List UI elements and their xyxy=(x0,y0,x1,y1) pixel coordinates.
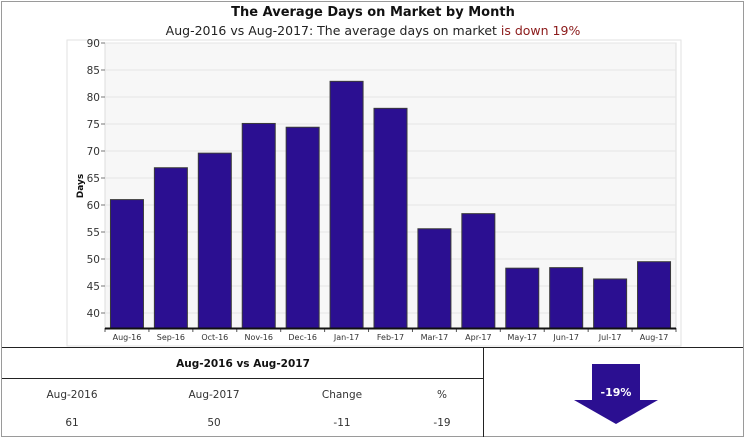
y-tick-label: 45 xyxy=(87,281,100,293)
value-aug-2016: 61 xyxy=(65,417,79,429)
header-aug-2016: Aug-2016 xyxy=(46,389,98,401)
y-tick-label: 75 xyxy=(87,119,100,131)
bar xyxy=(373,107,408,329)
summary-divider xyxy=(2,378,484,379)
x-tick-label: Oct-16 xyxy=(201,333,228,342)
y-tick-label: 60 xyxy=(87,200,100,212)
header-change: Change xyxy=(321,389,363,401)
x-tick-label: Feb-17 xyxy=(377,333,404,342)
x-tick-label: May-17 xyxy=(508,333,537,342)
y-axis: 40 45 50 55 60 65 70 75 80 85 90 xyxy=(87,38,105,320)
bar xyxy=(593,278,628,329)
subtitle-highlight: is down 19% xyxy=(500,23,581,38)
x-tick-label: Jul-17 xyxy=(598,333,622,342)
bar xyxy=(241,122,276,329)
y-axis-label: Days xyxy=(76,174,86,199)
bar xyxy=(329,80,364,329)
outer-plot-frame xyxy=(66,39,682,347)
y-tick-label: 70 xyxy=(87,146,100,158)
bar xyxy=(153,167,188,329)
bar xyxy=(109,199,144,329)
y-tick-label: 40 xyxy=(87,308,100,320)
x-tick-label: Jan-17 xyxy=(333,333,359,342)
subtitle-text: Aug-2016 vs Aug-2017: The average days o… xyxy=(165,23,501,38)
value-change: -11 xyxy=(333,417,351,429)
bar xyxy=(505,267,540,329)
x-tick-label: Sep-16 xyxy=(157,333,185,342)
y-tick-label: 50 xyxy=(87,254,100,266)
y-tick-label: 80 xyxy=(87,92,100,104)
x-tick-label: Apr-17 xyxy=(465,333,491,342)
x-tick-label: Dec-16 xyxy=(288,333,317,342)
y-tick-label: 55 xyxy=(87,227,100,239)
summary-table: Aug-2016 vs Aug-2017 Aug-2016 Aug-2017 C… xyxy=(2,348,484,437)
bar xyxy=(461,213,496,329)
summary-panel: Aug-2016 vs Aug-2017 Aug-2016 Aug-2017 C… xyxy=(2,347,743,437)
bar xyxy=(549,267,584,329)
bar xyxy=(417,228,452,329)
header-aug-2017: Aug-2017 xyxy=(188,389,240,401)
bar xyxy=(285,126,320,329)
x-tick-label: Jun-17 xyxy=(552,333,579,342)
bars xyxy=(109,80,672,329)
x-axis: Aug-16 Sep-16 Oct-16 Nov-16 Dec-16 Jan-17 Feb-… xyxy=(104,328,677,342)
header-percent: % xyxy=(437,389,447,401)
y-tick-label: 90 xyxy=(87,38,100,50)
chart-title: The Average Days on Market by Month xyxy=(231,5,515,20)
bar xyxy=(197,152,232,329)
bar xyxy=(637,261,672,329)
y-tick-label: 85 xyxy=(87,65,100,77)
bar-chart: 40 45 50 55 60 65 70 75 80 85 90 Aug-16 Sep-16 Oct-1… xyxy=(66,38,682,347)
x-tick-label: Nov-16 xyxy=(244,333,272,342)
y-tick-label: 65 xyxy=(87,173,100,185)
summary-title: Aug-2016 vs Aug-2017 xyxy=(176,358,310,370)
down-arrow-icon xyxy=(574,364,658,424)
x-tick-label: Aug-16 xyxy=(113,333,142,342)
x-tick-label: Mar-17 xyxy=(421,333,449,342)
chart-subtitle: Aug-2016 vs Aug-2017: The average days o… xyxy=(0,23,746,38)
change-badge: -19% xyxy=(574,364,658,424)
change-badge-label: -19% xyxy=(600,386,632,399)
value-percent: -19 xyxy=(433,417,451,429)
x-tick-label: Aug-17 xyxy=(640,333,669,342)
value-aug-2017: 50 xyxy=(207,417,221,429)
